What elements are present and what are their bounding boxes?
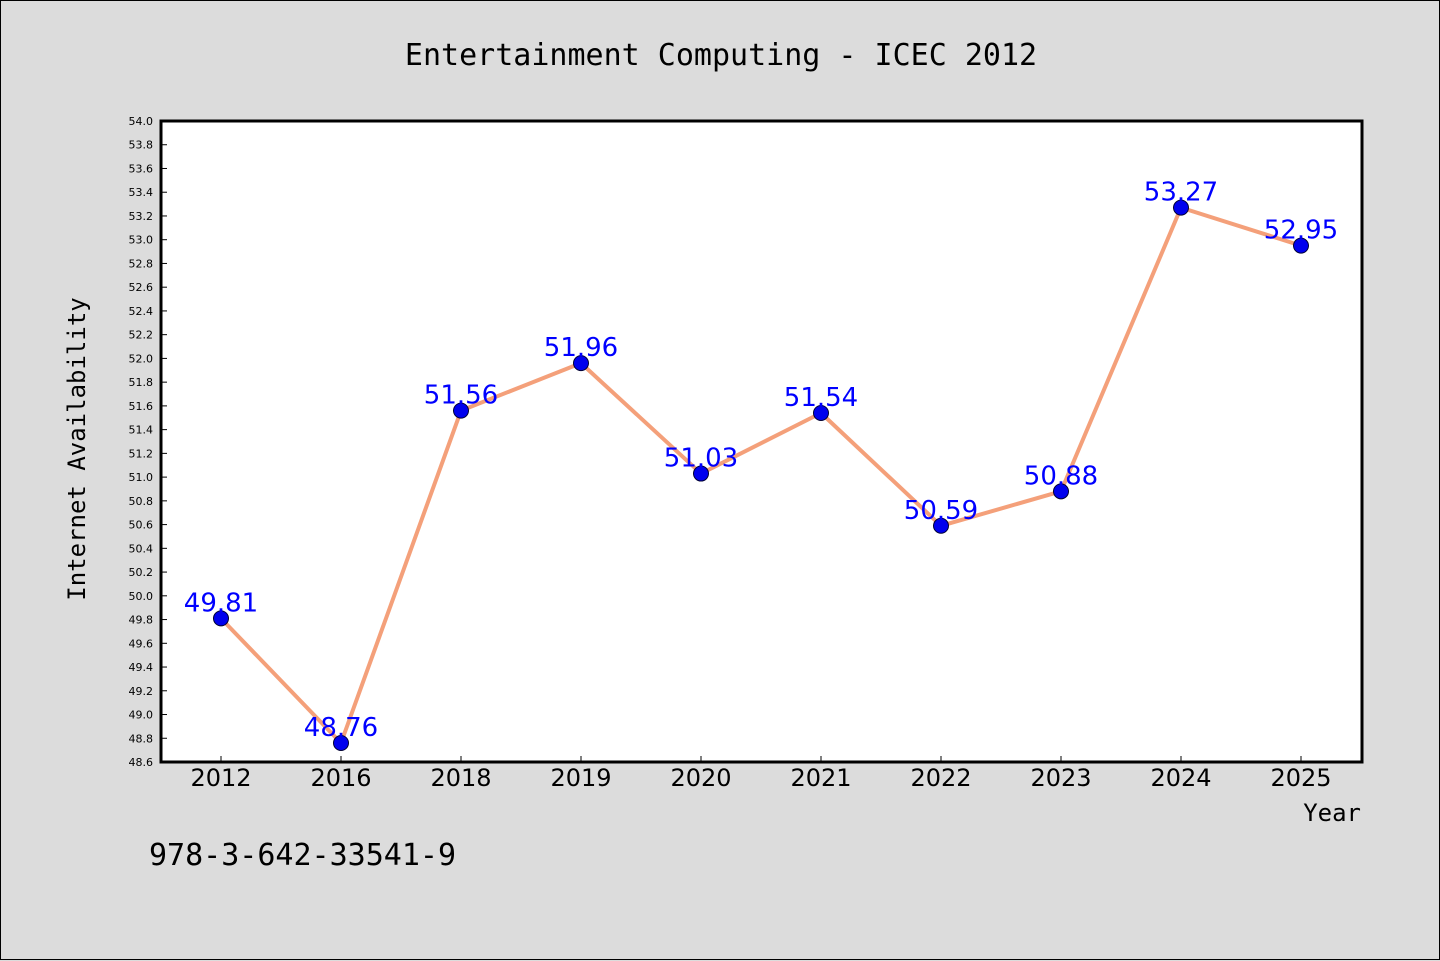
- y-tick-label: 49.8: [129, 614, 154, 627]
- y-tick-label: 51.0: [129, 471, 154, 484]
- data-point-label: 49.81: [184, 588, 258, 618]
- data-point-marker: [213, 610, 229, 627]
- markers-group: [213, 199, 1309, 752]
- y-tick-label: 51.6: [129, 400, 154, 413]
- y-tick-label: 50.2: [129, 566, 154, 579]
- data-point-marker: [1293, 237, 1309, 254]
- data-point-label: 51.54: [784, 383, 858, 413]
- data-point-label: 52.95: [1264, 216, 1338, 246]
- x-tick-label: 2021: [790, 764, 851, 792]
- data-point-marker: [933, 517, 949, 534]
- x-tick-label: 2022: [910, 764, 971, 792]
- y-tick-label: 52.2: [129, 329, 154, 342]
- series-line-group: [219, 205, 1302, 746]
- x-tick-label: 2025: [1270, 764, 1331, 792]
- x-tick-label: 2024: [1150, 764, 1211, 792]
- y-tick-label: 53.4: [129, 186, 154, 199]
- series-line: [219, 205, 1302, 746]
- data-point-marker: [453, 402, 469, 419]
- y-tick-label: 52.6: [129, 281, 154, 294]
- data-point-label: 50.59: [904, 496, 978, 526]
- y-tick-label: 50.8: [129, 495, 154, 508]
- chart-title: Entertainment Computing - ICEC 2012: [405, 38, 1037, 73]
- x-tick-label: 2020: [670, 764, 731, 792]
- y-tick-label: 50.6: [129, 519, 154, 532]
- data-point-marker: [813, 405, 829, 422]
- data-point-marker: [333, 735, 349, 752]
- y-tick-label: 49.0: [129, 709, 154, 722]
- y-tick-label: 52.8: [129, 257, 154, 270]
- y-tick-label: 51.2: [129, 447, 154, 460]
- x-tick-label: 2018: [430, 764, 491, 792]
- y-tick-label: 49.4: [129, 661, 154, 674]
- y-tick-label: 53.8: [129, 139, 154, 152]
- y-tick-label: 54.0: [129, 115, 154, 128]
- data-point-label: 51.96: [544, 333, 618, 363]
- isbn-footnote: 978-3-642-33541-9: [149, 838, 456, 873]
- y-tick-label: 48.8: [129, 732, 154, 745]
- y-tick-label: 49.2: [129, 685, 154, 698]
- x-tick-label: 2019: [550, 764, 611, 792]
- data-labels-group: 49.81 48.76 51.56 51.96 51.03 51.54 50.59 50.88…: [184, 178, 1338, 743]
- x-tick-label: 2012: [190, 764, 251, 792]
- y-tick-label: 53.2: [129, 210, 154, 223]
- y-tick-label: 50.0: [129, 590, 154, 603]
- y-tick-label: 48.6: [129, 756, 154, 769]
- data-point-label: 51.56: [424, 381, 498, 411]
- x-axis: 2012 2016 2018 2019 2020 2021 2022 2023 2024 2025: [190, 756, 1332, 792]
- y-tick-label: 52.0: [129, 352, 154, 365]
- y-axis: 48.6 48.8 49.0 49.2 49.4 49.6 49.8 50.0 50.2 50.4…: [129, 115, 167, 769]
- data-point-label: 50.88: [1024, 461, 1098, 491]
- y-tick-label: 49.6: [129, 637, 154, 650]
- x-tick-label: 2016: [310, 764, 371, 792]
- data-point-marker: [1053, 483, 1069, 500]
- x-axis-label: Year: [1303, 799, 1361, 827]
- data-point-label: 51.03: [664, 444, 738, 474]
- y-tick-label: 52.4: [129, 305, 154, 318]
- x-tick-label: 2023: [1030, 764, 1091, 792]
- data-point-marker: [573, 355, 589, 372]
- data-point-label: 53.27: [1144, 178, 1218, 208]
- data-point-marker: [693, 465, 709, 482]
- data-point-marker: [1173, 199, 1189, 216]
- y-tick-label: 53.0: [129, 234, 154, 247]
- y-tick-label: 51.4: [129, 424, 154, 437]
- y-tick-label: 50.4: [129, 542, 154, 555]
- y-axis-label: Internet Availability: [63, 297, 91, 600]
- y-tick-label: 51.8: [129, 376, 154, 389]
- data-point-label: 48.76: [304, 713, 378, 743]
- y-tick-label: 53.6: [129, 162, 154, 175]
